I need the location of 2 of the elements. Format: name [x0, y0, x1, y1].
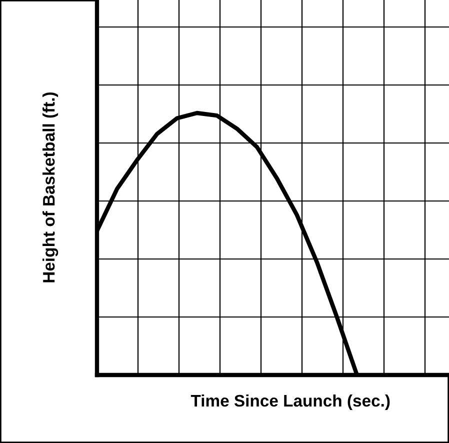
- y-axis-title: Height of Basketball (ft.): [42, 92, 58, 282]
- x-axis-title: Time Since Launch (sec.): [190, 394, 390, 410]
